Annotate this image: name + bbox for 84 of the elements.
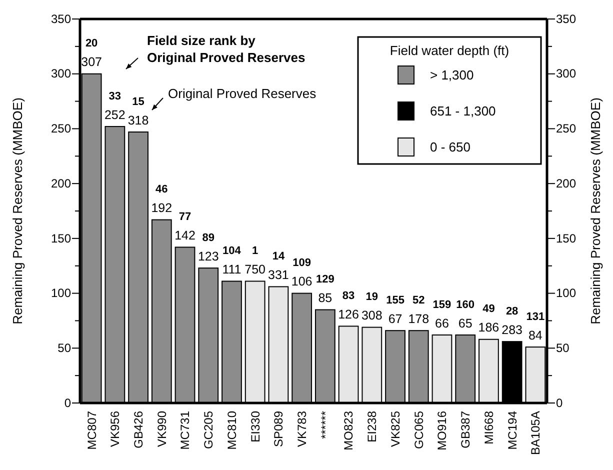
annotation: 111 [222,262,242,277]
annotation: 19 [366,291,378,304]
annotation: 129 [316,274,334,286]
annotation: 49 [482,303,495,316]
y-tick-label: 200 [50,176,72,190]
annotation: 89 [202,232,214,244]
annotation: 14 [272,250,286,263]
x-tick-label: SP089 [272,410,286,448]
x-tick-label: MO916 [435,410,450,450]
annotation: 750 [244,262,266,277]
annotation: 66 [435,316,449,330]
y2-tick-label: 50 [556,340,570,355]
annotation: 331 [268,268,289,282]
legend-label: 651 - 1,300 [430,104,496,119]
y-tick-label: 350 [50,12,72,26]
y-axis-title: Remaining Proved Reserves (MMBOE) [10,98,25,324]
legend-label: 0 - 650 [430,140,470,155]
annotation: 159 [432,298,452,311]
x-tick-label: MC731 [178,410,192,450]
y2-axis-title: Remaining Proved Reserves (MMBOE) [588,98,603,324]
x-tick-label: VK956 [108,410,122,448]
annotation: 52 [412,294,425,306]
y2-tick-label: 200 [556,176,576,190]
y-tick-label: 150 [50,231,72,246]
x-tick-label: EI238 [365,410,380,442]
annotation: 33 [108,90,122,102]
y2-tick-label: 100 [556,286,576,300]
annotation: 131 [526,310,545,323]
x-tick-label: GB426 [131,410,146,448]
annotation: 178 [408,312,430,326]
annotation: 186 [478,320,500,335]
x-tick-label: MC807 [84,410,99,450]
annotation: 307 [81,55,102,70]
annotation: 142 [174,228,196,243]
x-tick-label: MO823 [342,410,356,450]
annotation: 65 [458,316,472,330]
y-tick-label: 100 [50,286,72,300]
annotation: 192 [151,201,172,216]
x-tick-label: VK990 [154,410,169,448]
annotation: 106 [291,274,312,289]
annotation: 308 [361,308,382,323]
annotation: 46 [156,184,168,196]
annotation: 77 [178,211,192,224]
annotation: 283 [502,322,523,337]
x-tick-label: GC065 [412,410,426,450]
annotation: 84 [528,328,542,342]
annotation: 15 [132,96,144,108]
y2-tick-label: 350 [556,12,576,26]
legend-title: Field water depth (ft) [390,43,510,58]
x-tick-label: BA105A [528,411,543,456]
legend-label: > 1,300 [430,68,474,83]
annotation: 1 [252,245,258,258]
x-tick-label: MC194 [505,410,520,450]
annotation: 85 [318,291,332,306]
y2-tick-label: 300 [556,66,576,81]
annotation: 155 [386,294,404,306]
annotation: 28 [506,305,518,318]
x-tick-label: GB387 [458,410,473,448]
annotation: Field size rank by Original Proved Reserves [147,33,306,65]
x-tick-label: GC205 [202,410,216,450]
y2-tick-label: 0 [556,396,563,410]
x-tick-label: EI330 [248,410,262,442]
annotation: Original Proved Reserves [168,86,317,101]
annotation: 104 [222,245,242,258]
annotation: 109 [292,257,311,270]
x-tick-label: MC810 [224,410,239,450]
x-tick-label: ****** [318,410,332,440]
x-tick-label: VK825 [388,410,402,448]
annotation: 318 [128,113,149,128]
y-tick-label: 250 [50,122,72,136]
annotation: 126 [338,308,360,322]
annotation: 67 [388,312,402,326]
y-tick-label: 300 [50,66,72,81]
annotation: 123 [198,249,219,264]
annotation: 83 [342,290,355,302]
y2-tick-label: 150 [556,231,576,246]
x-tick-label: MI668 [482,410,496,444]
y-tick-label: 0 [64,396,72,410]
annotation: 20 [85,38,98,50]
y-tick-label: 50 [58,340,72,355]
annotation: 252 [104,108,126,122]
y2-tick-label: 250 [556,122,576,136]
x-tick-label: VK783 [295,410,310,448]
annotation: 160 [456,298,475,311]
